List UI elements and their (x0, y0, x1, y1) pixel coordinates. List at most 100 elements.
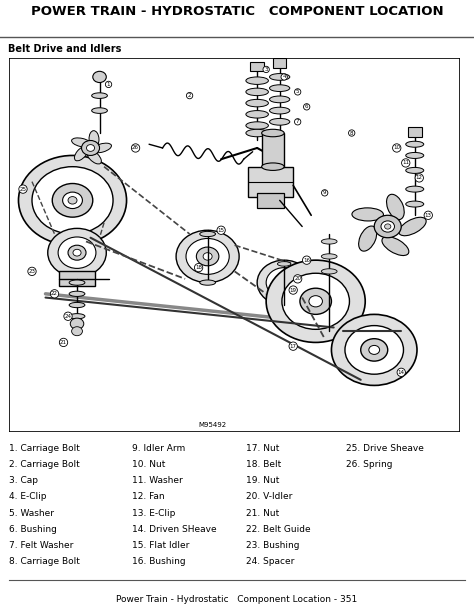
Text: 1. Carriage Bolt: 1. Carriage Bolt (9, 444, 81, 453)
Text: 24. Spacer: 24. Spacer (246, 557, 294, 566)
Ellipse shape (387, 194, 404, 219)
Text: 3. Cap: 3. Cap (9, 476, 38, 485)
Ellipse shape (321, 254, 337, 259)
Text: 18. Belt: 18. Belt (246, 460, 282, 469)
Text: 8: 8 (350, 131, 354, 135)
Text: 17. Nut: 17. Nut (246, 444, 280, 453)
Text: 23: 23 (28, 269, 36, 274)
Circle shape (345, 326, 403, 374)
Ellipse shape (89, 131, 99, 148)
Text: 15. Flat Idler: 15. Flat Idler (132, 541, 190, 550)
Ellipse shape (352, 208, 383, 221)
Ellipse shape (69, 314, 85, 319)
Text: 20: 20 (294, 276, 301, 281)
Text: 12. Fan: 12. Fan (132, 492, 165, 501)
Text: 5. Washer: 5. Washer (9, 509, 55, 517)
Circle shape (266, 268, 302, 297)
Text: 4. E-Clip: 4. E-Clip (9, 492, 47, 501)
Ellipse shape (200, 280, 216, 285)
Circle shape (93, 71, 106, 83)
Ellipse shape (87, 150, 101, 164)
Ellipse shape (69, 291, 85, 297)
Text: 21. Nut: 21. Nut (246, 509, 279, 517)
Circle shape (361, 338, 388, 361)
Circle shape (300, 288, 331, 314)
Ellipse shape (406, 153, 424, 158)
Circle shape (86, 145, 95, 151)
Ellipse shape (406, 167, 424, 173)
Ellipse shape (406, 186, 424, 192)
Ellipse shape (262, 129, 284, 137)
Text: 26. Spring: 26. Spring (346, 460, 393, 469)
Bar (273, 58, 286, 67)
Ellipse shape (246, 110, 268, 118)
Text: 14. Driven SHeave: 14. Driven SHeave (132, 525, 217, 534)
Text: 7: 7 (296, 120, 300, 124)
Bar (59, 272, 95, 286)
Text: 19. Nut: 19. Nut (246, 476, 280, 485)
Ellipse shape (382, 237, 409, 256)
Circle shape (68, 197, 77, 204)
Circle shape (196, 247, 219, 266)
Text: 20. V-Idler: 20. V-Idler (246, 492, 292, 501)
Circle shape (203, 253, 212, 260)
Circle shape (331, 314, 417, 386)
Text: 14: 14 (398, 370, 405, 375)
Ellipse shape (91, 93, 108, 99)
Text: 22: 22 (51, 291, 58, 296)
Text: 11: 11 (402, 161, 409, 166)
Circle shape (266, 260, 365, 343)
Text: 4: 4 (283, 74, 286, 80)
Circle shape (18, 156, 127, 245)
Text: 15: 15 (218, 228, 225, 233)
Ellipse shape (92, 143, 111, 153)
Circle shape (63, 192, 82, 208)
Ellipse shape (270, 118, 290, 125)
Circle shape (82, 140, 100, 156)
Circle shape (309, 295, 322, 307)
Text: 18: 18 (195, 265, 202, 270)
Circle shape (276, 276, 292, 289)
Text: 13. E-Clip: 13. E-Clip (132, 509, 176, 517)
Ellipse shape (359, 226, 377, 251)
Text: 23. Bushing: 23. Bushing (246, 541, 300, 550)
Circle shape (186, 238, 229, 275)
Circle shape (374, 215, 401, 238)
Ellipse shape (69, 302, 85, 308)
Ellipse shape (246, 77, 268, 85)
Ellipse shape (69, 280, 85, 285)
Ellipse shape (270, 85, 290, 91)
Ellipse shape (270, 107, 290, 114)
Circle shape (72, 327, 82, 336)
Text: 2: 2 (188, 93, 191, 98)
Circle shape (52, 183, 93, 217)
Ellipse shape (200, 231, 216, 237)
Text: 16. Bushing: 16. Bushing (132, 557, 186, 566)
Bar (408, 128, 421, 137)
Text: 6: 6 (305, 104, 309, 109)
Circle shape (58, 237, 96, 268)
Text: 9. Idler Arm: 9. Idler Arm (132, 444, 186, 453)
Text: 2. Carriage Bolt: 2. Carriage Bolt (9, 460, 80, 469)
Text: 3: 3 (264, 67, 268, 72)
Text: Belt Drive and Idlers: Belt Drive and Idlers (8, 44, 121, 54)
Text: 7. Felt Washer: 7. Felt Washer (9, 541, 74, 550)
Circle shape (73, 249, 81, 256)
Text: 1: 1 (107, 82, 110, 87)
Circle shape (384, 224, 391, 229)
Text: 25: 25 (19, 186, 27, 192)
Text: 11. Washer: 11. Washer (132, 476, 183, 485)
Text: 12: 12 (416, 175, 423, 180)
Text: POWER TRAIN - HYDROSTATIC   COMPONENT LOCATION: POWER TRAIN - HYDROSTATIC COMPONENT LOCA… (31, 6, 443, 18)
Text: 6. Bushing: 6. Bushing (9, 525, 57, 534)
Ellipse shape (321, 268, 337, 274)
Text: 25. Drive Sheave: 25. Drive Sheave (346, 444, 424, 453)
Bar (262, 133, 284, 167)
Text: 21: 21 (60, 340, 67, 345)
Ellipse shape (246, 88, 268, 96)
Ellipse shape (262, 163, 284, 170)
Text: M95492: M95492 (198, 422, 226, 428)
Ellipse shape (277, 262, 291, 266)
Bar (257, 193, 284, 208)
Ellipse shape (321, 239, 337, 244)
